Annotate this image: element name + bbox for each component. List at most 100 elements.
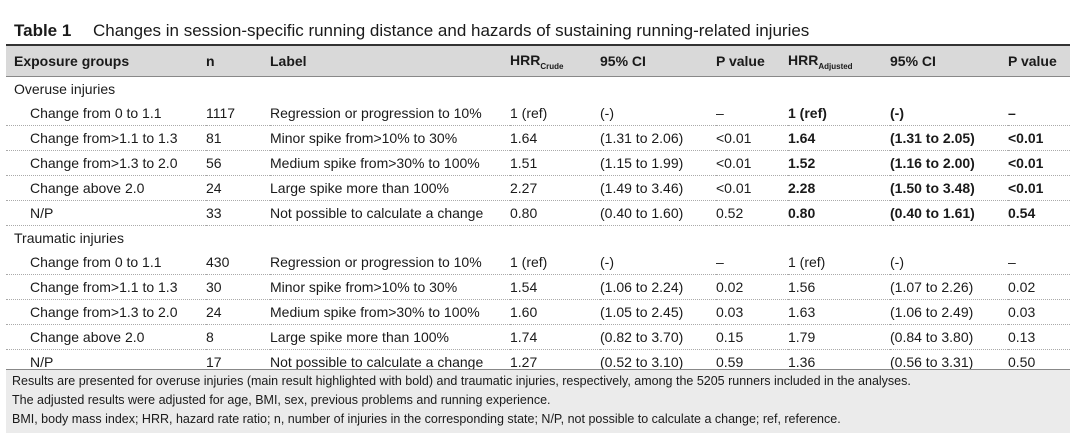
table-row: Change from>1.1 to 1.3 81 Minor spike from… bbox=[6, 125, 1070, 151]
cell-p-adjusted: <0.01 bbox=[1008, 150, 1070, 176]
cell-p-adjusted: 0.13 bbox=[1008, 324, 1070, 350]
cell-ci-crude: (0.82 to 3.70) bbox=[600, 324, 716, 350]
cell-ci-crude: (0.40 to 1.60) bbox=[600, 200, 716, 226]
cell-hrr-adjusted: 1.64 bbox=[788, 125, 890, 151]
cell-hrr-adjusted: 0.80 bbox=[788, 200, 890, 226]
cell-p-adjusted: 0.03 bbox=[1008, 299, 1070, 325]
cell-p-adjusted: – bbox=[1008, 250, 1070, 275]
cell-hrr-adjusted: 1.52 bbox=[788, 150, 890, 176]
header-exposure: Exposure groups bbox=[6, 46, 206, 77]
table-title: Changes in session-specific running dist… bbox=[93, 21, 810, 40]
cell-label: Regression or progression to 10% bbox=[270, 101, 510, 126]
cell-label: Minor spike from>10% to 30% bbox=[270, 125, 510, 151]
cell-n: 1117 bbox=[206, 101, 270, 126]
cell-p-crude: – bbox=[716, 250, 788, 275]
cell-hrr-crude: 0.80 bbox=[510, 200, 600, 226]
cell-label: Not possible to calculate a change bbox=[270, 200, 510, 226]
cell-hrr-crude: 2.27 bbox=[510, 175, 600, 201]
cell-exposure: Change above 2.0 bbox=[6, 175, 206, 201]
table-row: Change above 2.0 24 Large spike more than … bbox=[6, 175, 1070, 201]
cell-exposure: N/P bbox=[6, 200, 206, 226]
footnote: The adjusted results were adjusted for a… bbox=[12, 393, 551, 407]
cell-hrr-crude: 1.74 bbox=[510, 324, 600, 350]
cell-hrr-crude: 1.60 bbox=[510, 299, 600, 325]
cell-ci-crude: (1.05 to 2.45) bbox=[600, 299, 716, 325]
cell-p-adjusted: 0.02 bbox=[1008, 274, 1070, 300]
cell-label: Large spike more than 100% bbox=[270, 175, 510, 201]
cell-exposure: Change above 2.0 bbox=[6, 324, 206, 350]
cell-ci-crude: (1.15 to 1.99) bbox=[600, 150, 716, 176]
table-caption: Table 1 Changes in session-specific runn… bbox=[6, 14, 1070, 46]
cell-ci-crude: (1.31 to 2.06) bbox=[600, 125, 716, 151]
cell-label: Large spike more than 100% bbox=[270, 324, 510, 350]
cell-exposure: Change from>1.1 to 1.3 bbox=[6, 274, 206, 300]
cell-p-crude: 0.15 bbox=[716, 324, 788, 350]
cell-p-crude: <0.01 bbox=[716, 125, 788, 151]
cell-p-crude: 0.02 bbox=[716, 274, 788, 300]
cell-n: 30 bbox=[206, 274, 270, 300]
cell-ci-adjusted: (1.07 to 2.26) bbox=[890, 274, 1008, 300]
cell-label: Medium spike from>30% to 100% bbox=[270, 299, 510, 325]
cell-ci-adjusted: (1.06 to 2.49) bbox=[890, 299, 1008, 325]
header-ci-crude: 95% CI bbox=[600, 46, 716, 77]
cell-hrr-crude: 1 (ref) bbox=[510, 101, 600, 126]
cell-hrr-adjusted: 1.79 bbox=[788, 324, 890, 350]
cell-n: 33 bbox=[206, 200, 270, 226]
cell-hrr-adjusted: 1.63 bbox=[788, 299, 890, 325]
cell-ci-crude: (-) bbox=[600, 101, 716, 126]
table-row: N/P 33 Not possible to calculate a change 0… bbox=[6, 200, 1070, 226]
cell-hrr-crude: 1 (ref) bbox=[510, 250, 600, 275]
cell-ci-adjusted: (-) bbox=[890, 101, 1008, 126]
cell-hrr-adjusted: 1 (ref) bbox=[788, 101, 890, 126]
cell-n: 24 bbox=[206, 175, 270, 201]
header-p-crude: P value bbox=[716, 46, 788, 77]
cell-p-adjusted: <0.01 bbox=[1008, 175, 1070, 201]
table-row: Change from>1.1 to 1.3 30 Minor spike from… bbox=[6, 274, 1070, 300]
table-row: Change from 0 to 1.1 430 Regression or pro… bbox=[6, 250, 1070, 275]
cell-ci-adjusted: (1.50 to 3.48) bbox=[890, 175, 1008, 201]
cell-ci-crude: (1.49 to 3.46) bbox=[600, 175, 716, 201]
cell-label: Regression or progression to 10% bbox=[270, 250, 510, 275]
cell-hrr-crude: 1.64 bbox=[510, 125, 600, 151]
cell-n: 430 bbox=[206, 250, 270, 275]
cell-n: 81 bbox=[206, 125, 270, 151]
cell-hrr-adjusted: 1.56 bbox=[788, 274, 890, 300]
cell-exposure: Change from 0 to 1.1 bbox=[6, 101, 206, 126]
cell-label: Medium spike from>30% to 100% bbox=[270, 150, 510, 176]
title-rule bbox=[6, 44, 1070, 46]
section-header-row: Overuse injuries bbox=[6, 77, 1070, 102]
cell-p-crude: 0.52 bbox=[716, 200, 788, 226]
header-label: Label bbox=[270, 46, 510, 77]
table-footnotes: Results are presented for overuse injuri… bbox=[6, 369, 1070, 433]
cell-p-crude: <0.01 bbox=[716, 175, 788, 201]
cell-exposure: Change from 0 to 1.1 bbox=[6, 250, 206, 275]
cell-ci-adjusted: (1.16 to 2.00) bbox=[890, 150, 1008, 176]
cell-ci-adjusted: (0.84 to 3.80) bbox=[890, 324, 1008, 350]
cell-hrr-crude: 1.51 bbox=[510, 150, 600, 176]
cell-n: 56 bbox=[206, 150, 270, 176]
cell-p-adjusted: – bbox=[1008, 101, 1070, 126]
header-hrr-crude: HRRCrude bbox=[510, 46, 600, 77]
cell-p-crude: – bbox=[716, 101, 788, 126]
cell-p-adjusted: 0.54 bbox=[1008, 200, 1070, 226]
cell-p-crude: <0.01 bbox=[716, 150, 788, 176]
results-table: Exposure groups n Label HRRCrude 95% CI … bbox=[6, 46, 1070, 375]
cell-ci-crude: (1.06 to 2.24) bbox=[600, 274, 716, 300]
cell-hrr-adjusted: 2.28 bbox=[788, 175, 890, 201]
table-row: Change from>1.3 to 2.0 56 Medium spike fro… bbox=[6, 150, 1070, 176]
hrr-adj-main: HRR bbox=[788, 51, 819, 68]
section-title: Overuse injuries bbox=[14, 81, 116, 97]
section-header-row: Traumatic injuries bbox=[6, 226, 1070, 251]
cell-ci-crude: (-) bbox=[600, 250, 716, 275]
cell-ci-adjusted: (-) bbox=[890, 250, 1008, 275]
footnote: BMI, body mass index; HRR, hazard rate r… bbox=[12, 412, 841, 426]
hrr-adj-sub: Adjusted bbox=[818, 61, 853, 71]
cell-hrr-crude: 1.54 bbox=[510, 274, 600, 300]
hrr-crude-sub: Crude bbox=[540, 61, 564, 71]
header-n: n bbox=[206, 46, 270, 77]
cell-label: Minor spike from>10% to 30% bbox=[270, 274, 510, 300]
cell-n: 24 bbox=[206, 299, 270, 325]
cell-exposure: Change from>1.1 to 1.3 bbox=[6, 125, 206, 151]
cell-hrr-adjusted: 1 (ref) bbox=[788, 250, 890, 275]
cell-p-crude: 0.03 bbox=[716, 299, 788, 325]
